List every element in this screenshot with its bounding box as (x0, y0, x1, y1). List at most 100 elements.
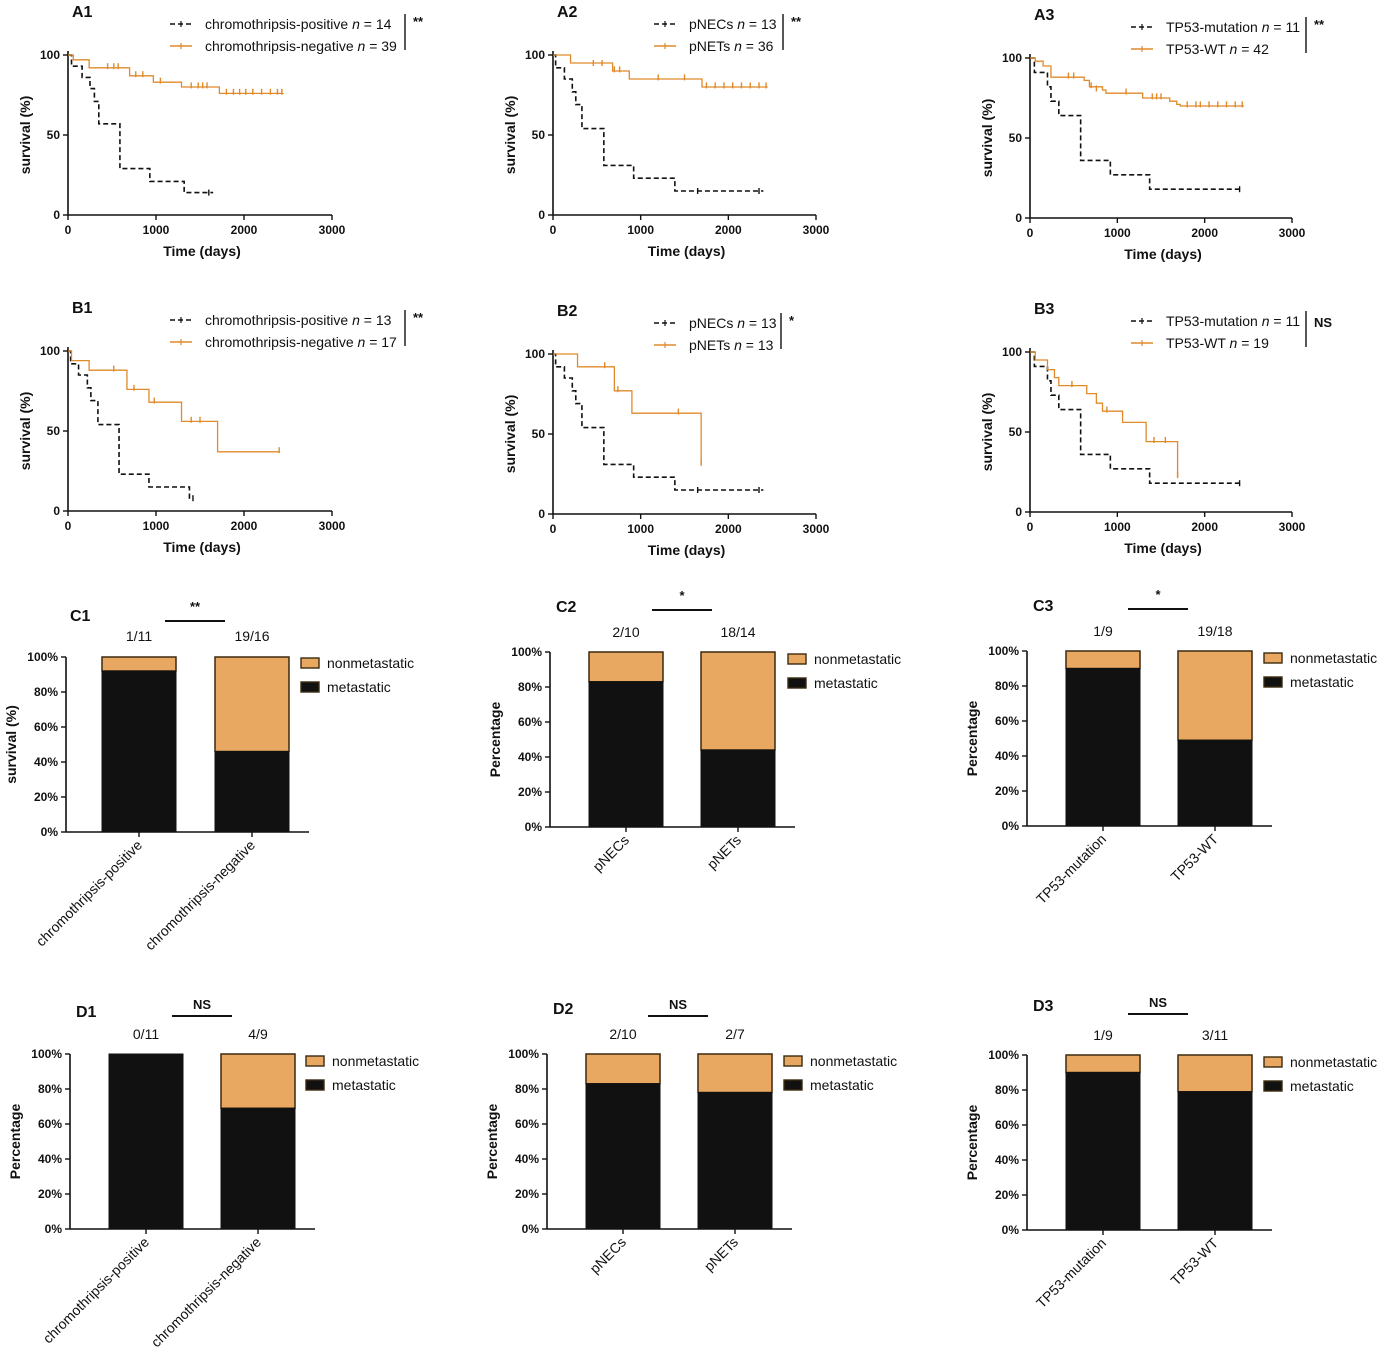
y-tick-label: 40% (995, 1153, 1019, 1167)
significance-label: * (789, 313, 795, 328)
significance-label: NS (193, 997, 211, 1012)
bar-nonmetastatic-pNETs (700, 651, 776, 751)
ratio-label: 1/9 (1093, 623, 1113, 639)
x-tick-label: pNETs (701, 1234, 741, 1274)
panel-label: C2 (556, 599, 577, 616)
ratio-label: 0/11 (133, 1026, 159, 1042)
y-tick-label: 80% (518, 680, 542, 694)
legend-swatch (787, 677, 807, 689)
y-tick-label: 100 (40, 344, 60, 358)
y-axis-label: Percentage (964, 701, 980, 777)
legend-label: nonmetastatic (1290, 1054, 1377, 1070)
panel-C2: C2 0% 20% 40% 60% 80% 100% Percentage pNECs 2/10 p… (487, 588, 901, 874)
y-tick-label: 60% (995, 1118, 1019, 1132)
legend-label: chromothripsis-negative n = 17 (205, 334, 397, 350)
legend-label: nonmetastatic (1290, 650, 1377, 666)
y-tick-label: 50 (1009, 131, 1023, 145)
x-tick-label: 1000 (1104, 226, 1131, 240)
significance-label: ** (791, 14, 802, 29)
ratio-label: 2/10 (612, 624, 639, 640)
y-tick-label: 20% (995, 1188, 1019, 1202)
x-axis-label: Time (days) (163, 539, 241, 555)
bar-metastatic-chromothripsis-positive (101, 670, 177, 833)
bar-metastatic-TP53-WT (1177, 739, 1253, 827)
legend-swatch (1263, 1080, 1283, 1092)
legend-swatch (783, 1055, 803, 1067)
x-tick-label: pNECs (586, 1234, 629, 1277)
y-tick-label: 0 (53, 504, 60, 518)
x-tick-label: 3000 (1279, 226, 1306, 240)
y-tick-label: 100% (508, 1047, 539, 1061)
bar-nonmetastatic-chromothripsis-negative (214, 656, 290, 753)
bar-metastatic-chromothripsis-negative (214, 751, 290, 833)
y-tick-label: 0 (1015, 505, 1022, 519)
legend-swatch (300, 657, 320, 669)
x-tick-label: 3000 (803, 522, 830, 536)
ratio-label: 4/9 (248, 1026, 268, 1042)
y-tick-label: 40% (34, 755, 58, 769)
x-tick-label: TP53-WT (1167, 830, 1221, 884)
x-tick-label: 2000 (1191, 226, 1218, 240)
bar-nonmetastatic-TP53-WT (1177, 650, 1253, 741)
legend-swatch (787, 653, 807, 665)
y-tick-label: 100 (525, 48, 545, 62)
y-tick-label: 100% (988, 644, 1019, 658)
y-axis-label: survival (%) (979, 99, 995, 178)
x-tick-label: 3000 (1279, 520, 1306, 534)
legend-label: TP53-mutation n = 11 (1166, 19, 1300, 35)
bar-nonmetastatic-TP53-mutation (1065, 1054, 1141, 1074)
bar-nonmetastatic-TP53-WT (1177, 1054, 1253, 1093)
x-tick-label: 0 (1027, 520, 1034, 534)
x-tick-label: 1000 (143, 519, 170, 533)
y-axis-label: Percentage (484, 1104, 500, 1180)
y-tick-label: 50 (532, 128, 546, 142)
panel-D2: D2 0% 20% 40% 60% 80% 100% Percentage pNECs 2/10 p… (484, 997, 897, 1276)
km-curve-TP53-WT (1030, 351, 1179, 477)
panel-C1: C1 0% 20% 40% 60% 80% 100% survival (%) chromoth… (3, 599, 414, 953)
bar-metastatic-pNECs (588, 681, 664, 828)
y-tick-label: 50 (47, 424, 61, 438)
y-tick-label: 20% (995, 784, 1019, 798)
legend-label: pNETs n = 36 (689, 38, 774, 54)
legend-label: TP53-WT n = 19 (1166, 335, 1269, 351)
legend-label: pNETs n = 13 (689, 337, 774, 353)
panel-D3: D3 0% 20% 40% 60% 80% 100% Percentage TP53-mutat… (964, 995, 1377, 1311)
panel-label: B3 (1034, 301, 1055, 318)
panel-label: D1 (76, 1004, 97, 1021)
y-tick-label: 100 (525, 347, 545, 361)
y-tick-label: 40% (515, 1152, 539, 1166)
y-axis-label: Percentage (487, 702, 503, 778)
x-tick-label: 3000 (319, 223, 346, 237)
ratio-label: 19/16 (234, 628, 269, 644)
legend-label: pNECs n = 13 (689, 16, 777, 32)
y-tick-label: 60% (34, 720, 58, 734)
km-curve-pNETs (553, 353, 702, 465)
legend-swatch (783, 1079, 803, 1091)
x-tick-label: chromothripsis-negative (142, 837, 259, 954)
y-tick-label: 40% (38, 1152, 62, 1166)
km-curve-chromothripsis-negative (68, 350, 280, 453)
y-tick-label: 50 (1009, 425, 1023, 439)
bar-metastatic-chromothripsis-positive (108, 1053, 184, 1230)
significance-label: NS (669, 997, 687, 1012)
x-axis-label: Time (days) (648, 542, 726, 558)
y-axis-label: survival (%) (979, 393, 995, 472)
bar-metastatic-TP53-mutation (1065, 668, 1141, 827)
y-axis-label: survival (%) (17, 392, 33, 471)
y-tick-label: 0 (538, 507, 545, 521)
bar-nonmetastatic-pNECs (585, 1053, 661, 1085)
y-tick-label: 100 (40, 48, 60, 62)
panel-label: A2 (557, 4, 578, 21)
x-tick-label: 0 (65, 519, 72, 533)
y-axis-label: Percentage (7, 1104, 23, 1180)
y-tick-label: 0% (1002, 819, 1020, 833)
y-tick-label: 0% (41, 825, 59, 839)
y-tick-label: 60% (38, 1117, 62, 1131)
x-tick-label: TP53-mutation (1033, 1235, 1109, 1311)
km-curve-chromothripsis-positive (68, 54, 214, 194)
panel-label: B2 (557, 303, 578, 320)
significance-label: ** (413, 310, 424, 325)
legend-label: TP53-WT n = 42 (1166, 41, 1269, 57)
